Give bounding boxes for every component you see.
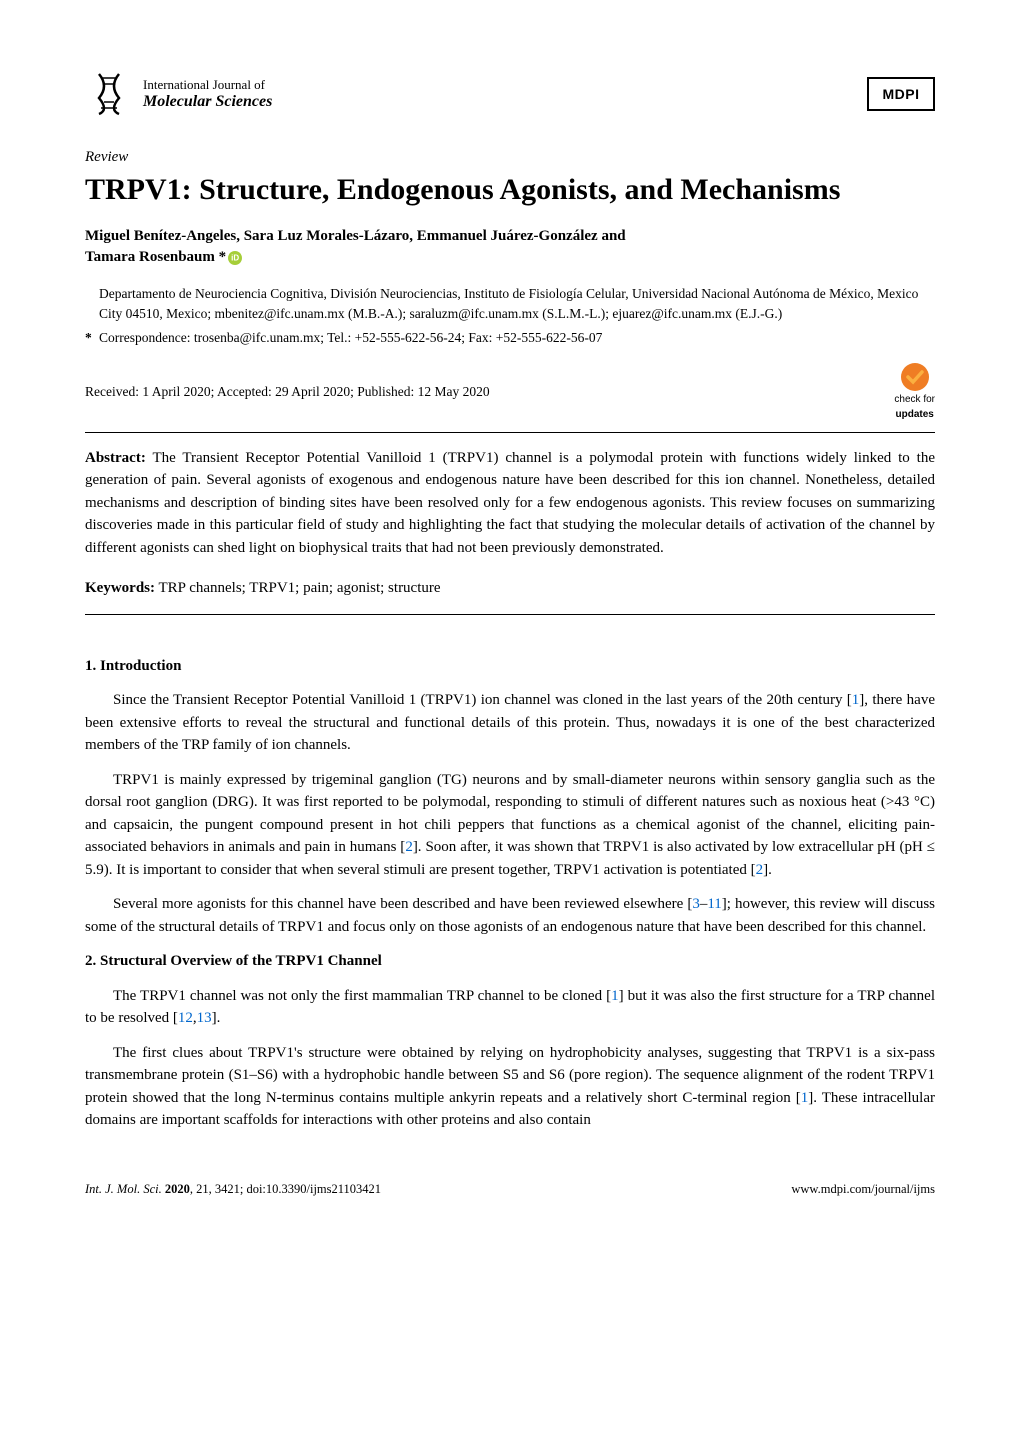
page-footer: Int. J. Mol. Sci. 2020, 21, 3421; doi:10… [85,1172,935,1199]
s2-p1-text-c: ]. [212,1010,221,1026]
authors-block: Miguel Benítez-Angeles, Sara Luz Morales… [85,226,935,268]
affiliation: Departamento de Neurociencia Cognitiva, … [85,284,935,325]
s1-para-3: Several more agonists for this channel h… [85,893,935,938]
dna-helix-icon [85,70,133,118]
s1-para-1: Since the Transient Receptor Potential V… [85,689,935,757]
check-for-updates-badge[interactable]: check for updates [894,362,935,422]
abstract-label: Abstract: [85,450,146,466]
abstract-block: Abstract: The Transient Receptor Potenti… [85,432,935,560]
ref-link-1b[interactable]: 1 [611,988,619,1004]
orcid-icon[interactable] [228,251,242,265]
publication-dates: Received: 1 April 2020; Accepted: 29 Apr… [85,382,490,402]
mdpi-logo: MDPI [867,77,935,111]
s1-p3-text-a: Several more agonists for this channel h… [113,896,692,912]
journal-prefix: International Journal of [143,77,272,93]
dates-row: Received: 1 April 2020; Accepted: 29 Apr… [85,362,935,422]
authors-line1: Miguel Benítez-Angeles, Sara Luz Morales… [85,228,626,244]
s2-para-2: The first clues about TRPV1's structure … [85,1042,935,1132]
section-2-heading: 2. Structural Overview of the TRPV1 Chan… [85,950,935,973]
s1-p1-text-a: Since the Transient Receptor Potential V… [113,692,852,708]
footer-left: Int. J. Mol. Sci. 2020, 21, 3421; doi:10… [85,1180,381,1199]
ref-link-11[interactable]: 11 [707,896,721,912]
s1-p2-text-c: ]. [763,862,772,878]
check-updates-line1: check for [894,392,935,407]
correspondence-star: * [85,328,99,348]
ref-link-3[interactable]: 3 [692,896,700,912]
journal-logo-group: International Journal of Molecular Scien… [85,70,272,118]
section-1-heading: 1. Introduction [85,655,935,678]
crossmark-icon [900,362,930,392]
article-type: Review [85,146,935,169]
abstract-text: The Transient Receptor Potential Vanillo… [85,450,935,556]
header-row: International Journal of Molecular Scien… [85,70,935,118]
footer-rest: , 21, 3421; doi:10.3390/ijms21103421 [190,1182,381,1196]
journal-name-group: International Journal of Molecular Scien… [143,77,272,112]
footer-right: www.mdpi.com/journal/ijms [791,1180,935,1199]
s2-para-1: The TRPV1 channel was not only the first… [85,985,935,1030]
footer-year: 2020 [165,1182,190,1196]
journal-name: Molecular Sciences [143,92,272,111]
check-updates-line2: updates [896,407,934,422]
correspondence: *Correspondence: trosenba@ifc.unam.mx; T… [85,328,935,348]
s2-p1-text-a: The TRPV1 channel was not only the first… [113,988,611,1004]
correspondence-text: Correspondence: trosenba@ifc.unam.mx; Te… [99,330,602,345]
keywords-text: TRP channels; TRPV1; pain; agonist; stru… [158,580,440,596]
ref-link-2a[interactable]: 2 [405,839,413,855]
footer-journal: Int. J. Mol. Sci. [85,1182,162,1196]
authors-line2: Tamara Rosenbaum * [85,249,226,265]
article-title: TRPV1: Structure, Endogenous Agonists, a… [85,171,935,209]
publisher-logo-text: MDPI [883,84,920,105]
keywords-block: Keywords: TRP channels; TRPV1; pain; ago… [85,577,935,600]
ref-link-13[interactable]: 13 [197,1010,212,1026]
keywords-label: Keywords: [85,580,155,596]
ref-link-12[interactable]: 12 [178,1010,193,1026]
keywords-divider [85,614,935,615]
s1-para-2: TRPV1 is mainly expressed by trigeminal … [85,769,935,882]
